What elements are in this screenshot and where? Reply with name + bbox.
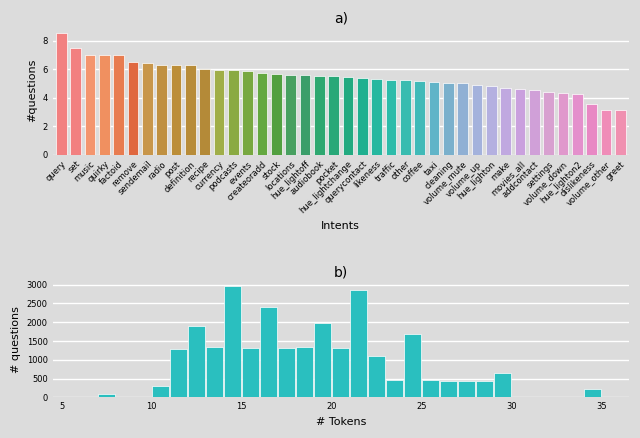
Bar (615, 110, 626, 155)
Bar (414, 81, 425, 155)
Bar (440, 381, 458, 397)
Bar (572, 94, 582, 155)
Bar (152, 386, 169, 397)
Bar (476, 381, 493, 397)
Bar (199, 69, 210, 155)
X-axis label: # Tokens: # Tokens (316, 417, 366, 427)
Bar (314, 323, 332, 397)
Bar (242, 71, 253, 155)
X-axis label: Intents: Intents (321, 221, 360, 231)
Bar (515, 89, 525, 155)
Bar (127, 62, 138, 155)
Bar (242, 348, 259, 397)
Bar (271, 74, 282, 155)
Bar (422, 380, 440, 397)
Bar (228, 70, 239, 155)
Bar (314, 76, 324, 155)
Y-axis label: #questions: #questions (27, 59, 37, 122)
Bar (296, 347, 314, 397)
Bar (500, 88, 511, 155)
Y-axis label: # questions: # questions (11, 306, 21, 373)
Bar (586, 103, 597, 155)
Bar (457, 83, 468, 155)
Bar (278, 348, 295, 397)
Bar (600, 110, 611, 155)
Bar (350, 290, 367, 397)
Bar (543, 92, 554, 155)
Bar (188, 326, 205, 397)
Bar (404, 333, 421, 397)
Title: a): a) (334, 11, 348, 25)
Bar (357, 78, 367, 155)
Bar (185, 65, 196, 155)
Bar (443, 83, 454, 155)
Bar (98, 394, 115, 397)
Bar (458, 381, 476, 397)
Bar (142, 64, 152, 155)
Bar (56, 33, 67, 155)
Bar (371, 79, 382, 155)
Bar (113, 55, 124, 155)
Bar (328, 77, 339, 155)
Bar (257, 73, 268, 155)
Bar (300, 75, 310, 155)
Bar (170, 65, 181, 155)
Bar (557, 93, 568, 155)
Bar (342, 78, 353, 155)
Bar (385, 80, 396, 155)
Bar (84, 55, 95, 155)
Bar (285, 75, 296, 155)
Bar (368, 356, 385, 397)
Bar (260, 307, 277, 397)
Bar (472, 85, 483, 155)
Bar (529, 90, 540, 155)
Bar (494, 373, 511, 397)
Bar (99, 55, 109, 155)
Bar (206, 347, 223, 397)
Title: b): b) (333, 266, 348, 280)
Bar (429, 82, 439, 155)
Bar (224, 286, 241, 397)
Bar (170, 349, 188, 397)
Bar (214, 70, 224, 155)
Bar (486, 86, 497, 155)
Bar (332, 348, 349, 397)
Bar (584, 389, 602, 397)
Bar (400, 80, 411, 155)
Bar (70, 48, 81, 155)
Bar (156, 65, 167, 155)
Bar (386, 380, 403, 397)
